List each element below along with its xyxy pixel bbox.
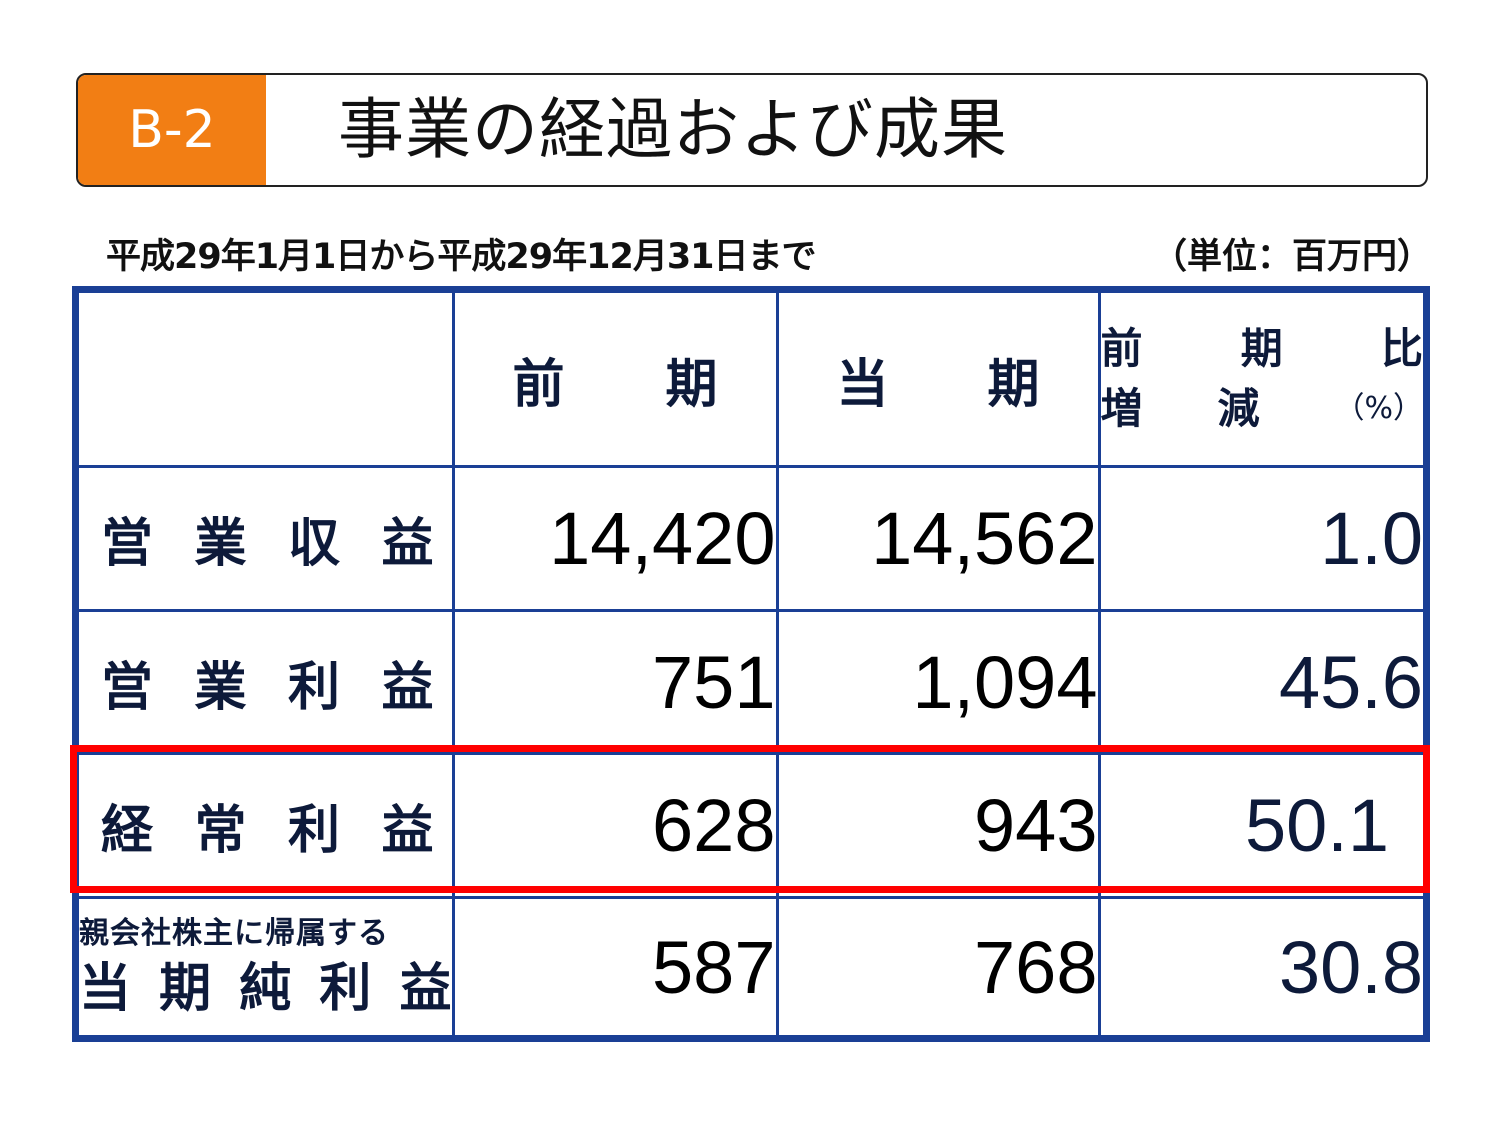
row-label-char: 経 [101, 801, 154, 862]
row-label-char: 営 [101, 514, 154, 575]
table-row: 親会社株主に帰属する 当 期 純 利 益 587 768 30.8 [79, 896, 1423, 1035]
header-prev-char: 期 [665, 354, 718, 415]
results-table: 前 期 当 期 前 期 比 増 減 （%） [72, 286, 1430, 1042]
row-label: 経 常 利 益 [79, 752, 455, 899]
change-value: 50.1 [1097, 752, 1423, 899]
row-label-char: 業 [194, 514, 247, 575]
unit-text: （単位：百万円） [1151, 237, 1432, 277]
header-chg-char: 増 [1100, 384, 1143, 434]
period-text: 平成29年1月1日から平成29年12月31日まで [106, 237, 817, 277]
change-value: 30.8 [1097, 896, 1423, 1035]
row-label-char: 利 [287, 801, 340, 862]
current-value: 14,562 [775, 465, 1101, 612]
row-label-char: 益 [381, 657, 434, 718]
section-badge: B-2 [78, 75, 266, 185]
change-value: 1.0 [1097, 465, 1423, 612]
table-row: 営 業 収 益 14,420 14,562 1.0 [79, 465, 1423, 612]
header-change-percent: 前 期 比 増 減 （%） [1097, 293, 1423, 469]
header-chg-char: 減 [1217, 384, 1260, 434]
header-prev-char: 前 [512, 354, 565, 415]
row-label-char: 営 [101, 657, 154, 718]
current-value: 943 [775, 752, 1101, 899]
row-label-char: 益 [399, 959, 452, 1019]
row-label: 営 業 利 益 [79, 608, 455, 756]
change-value: 45.6 [1097, 608, 1423, 756]
row-label-char: 当 [79, 959, 132, 1019]
header-prev-period: 前 期 [451, 293, 779, 469]
header-empty-cell [79, 293, 455, 469]
row-label-prefix: 親会社株主に帰属する [79, 916, 389, 951]
header-chg-unit: （%） [1334, 391, 1423, 427]
row-label-char: 期 [159, 959, 212, 1019]
header-chg-char: 前 [1100, 324, 1143, 374]
section-header: B-2 事業の経過および成果 [76, 73, 1428, 187]
prev-value: 628 [451, 752, 779, 899]
row-label-char: 益 [381, 514, 434, 575]
header-current-period: 当 期 [775, 293, 1101, 469]
section-title: 事業の経過および成果 [338, 91, 1008, 168]
prev-value: 587 [451, 896, 779, 1035]
row-label-char: 業 [194, 657, 247, 718]
row-label-char: 収 [287, 514, 340, 575]
prev-value: 14,420 [451, 465, 779, 612]
current-value: 768 [775, 896, 1101, 1035]
table-header-row: 前 期 当 期 前 期 比 増 減 （%） [79, 293, 1423, 469]
row-label-char: 利 [319, 959, 372, 1019]
row-label-char: 常 [194, 801, 247, 862]
row-label-char: 純 [239, 959, 292, 1019]
row-label: 親会社株主に帰属する 当 期 純 利 益 [79, 896, 455, 1035]
header-cur-char: 当 [836, 354, 889, 415]
header-chg-char: 比 [1380, 324, 1423, 374]
row-label-char: 利 [287, 657, 340, 718]
table-row-highlighted: 経 常 利 益 628 943 50.1 [79, 752, 1423, 899]
header-cur-char: 期 [987, 354, 1040, 415]
current-value: 1,094 [775, 608, 1101, 756]
header-chg-char: 期 [1240, 324, 1283, 374]
prev-value: 751 [451, 608, 779, 756]
row-label-char: 益 [381, 801, 434, 862]
row-label: 営 業 収 益 [79, 465, 455, 612]
table-row: 営 業 利 益 751 1,094 45.6 [79, 608, 1423, 756]
